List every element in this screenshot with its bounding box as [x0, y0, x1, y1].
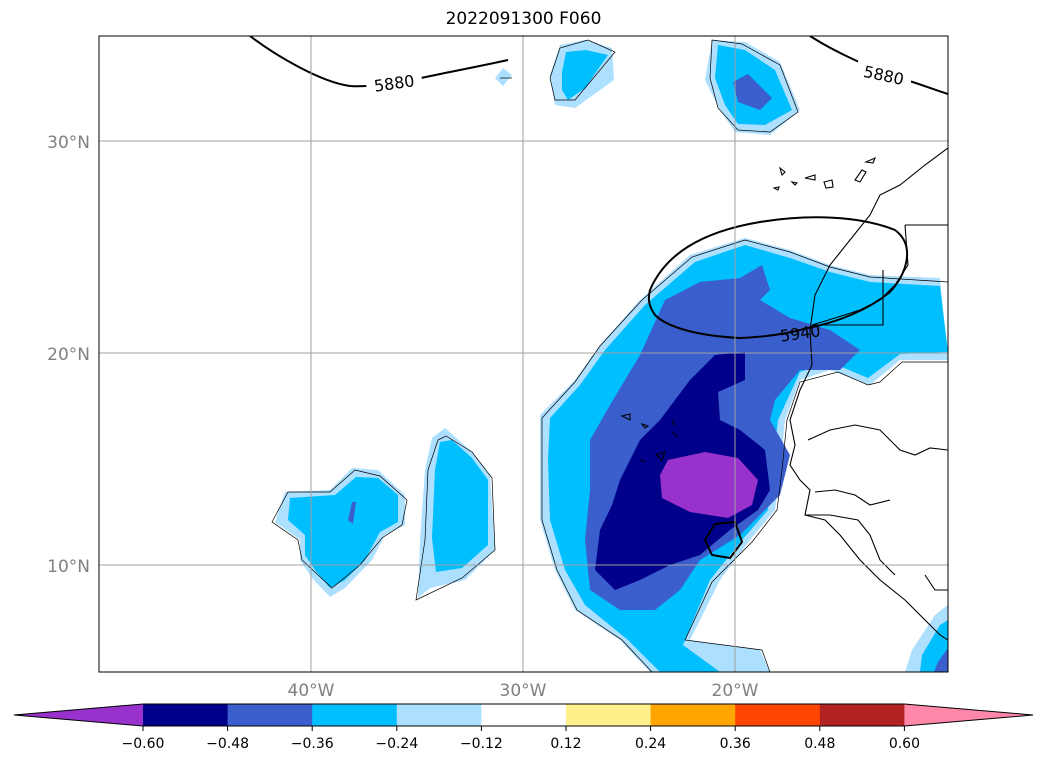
lat-label-10n: 10°N [47, 557, 90, 577]
colorbar-tick-label: −0.60 [122, 736, 165, 752]
colorbar-segment [143, 704, 229, 726]
anomaly-outline [271, 39, 948, 672]
height-contour-5940 [647, 216, 909, 560]
colorbar-tick-label: 0.36 [720, 736, 751, 752]
anomaly-blob-central [418, 428, 495, 598]
colorbar-segment [312, 704, 398, 726]
colorbar-tick-label: −0.36 [291, 736, 334, 752]
colorbar-segment [819, 704, 905, 726]
colorbar-segment [566, 704, 652, 726]
colorbar-tick-label: −0.48 [206, 736, 249, 752]
lat-label-30n: 30°N [47, 133, 90, 153]
colorbar-tick-label: −0.12 [460, 736, 503, 752]
lon-label-20w: 20°W [712, 681, 759, 701]
colorbar-extend-high [904, 704, 1033, 726]
colorbar-segment [227, 704, 313, 726]
colorbar-extend-low [14, 704, 143, 726]
map-plot: 5880 5880 5940 [99, 36, 948, 672]
colorbar-tick-label: 0.12 [550, 736, 581, 752]
colorbar-tick-label: 0.60 [889, 736, 920, 752]
anomaly-blobs-north [495, 40, 948, 672]
colorbar-segment [481, 704, 567, 726]
colorbar-segment [650, 704, 736, 726]
map-frame [98, 35, 949, 673]
colorbar-tick-label: 0.24 [635, 736, 666, 752]
lon-label-40w: 40°W [288, 681, 335, 701]
colorbar-segment [735, 704, 821, 726]
colorbar-tick-label: 0.48 [804, 736, 835, 752]
gridlines [99, 36, 948, 672]
anomaly-plume-main [540, 238, 948, 672]
map-title: 2022091300 F060 [445, 9, 602, 29]
lat-label-20n: 20°N [47, 345, 90, 365]
colorbar: −0.60 −0.48 −0.36 −0.24 −0.12 0.12 0.24 0.36 0.4… [13, 703, 1034, 752]
colorbar-segment [396, 704, 482, 726]
lon-label-30w: 30°W [500, 681, 547, 701]
colorbar-tick-label: −0.24 [375, 736, 418, 752]
